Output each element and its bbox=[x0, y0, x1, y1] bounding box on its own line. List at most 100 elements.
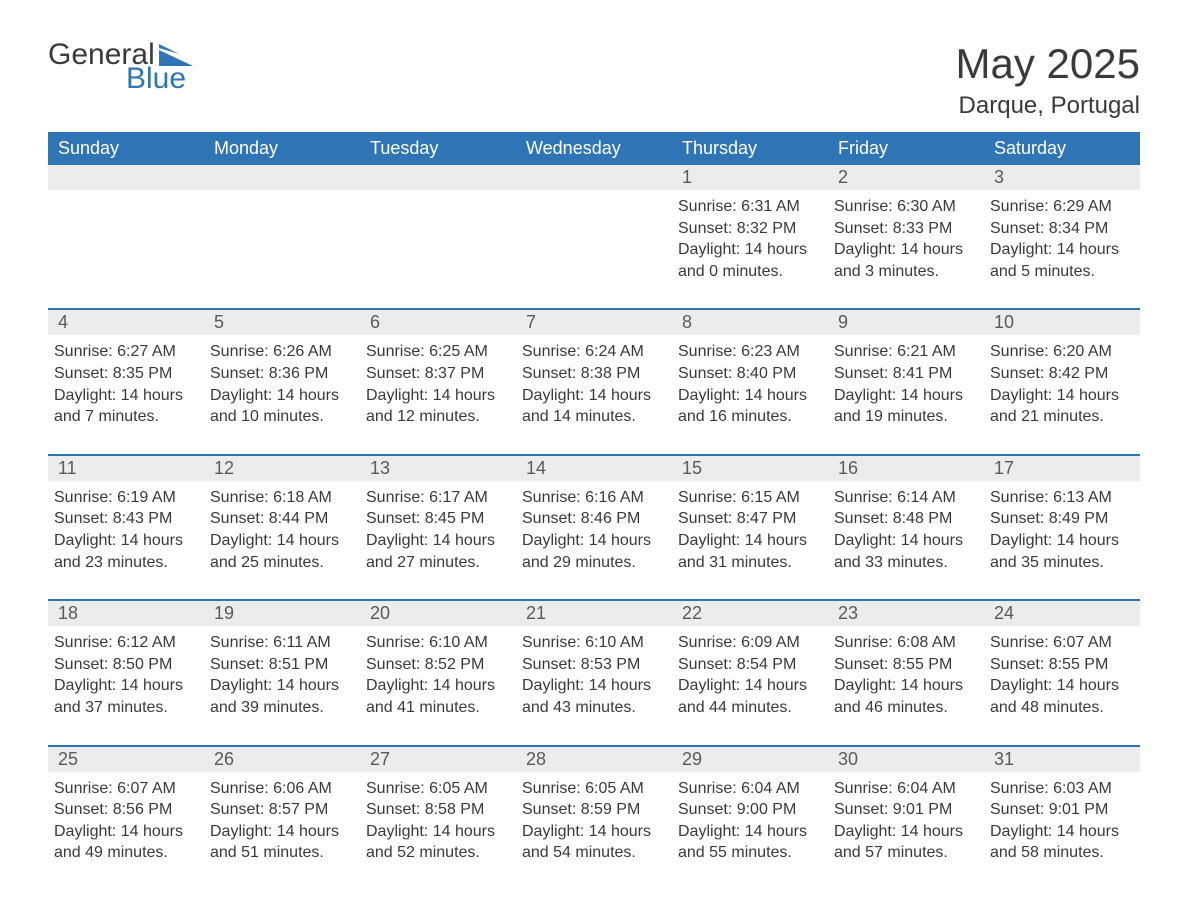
day-number: 26 bbox=[204, 747, 360, 772]
daylight-line-1: Daylight: 14 hours bbox=[834, 530, 974, 552]
sunset-line: Sunset: 8:37 PM bbox=[366, 363, 506, 385]
day-cell: Sunrise: 6:30 AMSunset: 8:33 PMDaylight:… bbox=[828, 190, 984, 286]
day-cell bbox=[516, 190, 672, 286]
sunset-line: Sunset: 8:53 PM bbox=[522, 654, 662, 676]
sunset-line: Sunset: 8:33 PM bbox=[834, 218, 974, 240]
day-cell: Sunrise: 6:07 AMSunset: 8:55 PMDaylight:… bbox=[984, 626, 1140, 722]
sunrise-line: Sunrise: 6:05 AM bbox=[366, 778, 506, 800]
logo-text-bottom: Blue bbox=[126, 64, 186, 94]
daylight-line-1: Daylight: 14 hours bbox=[54, 530, 194, 552]
day-number: 22 bbox=[672, 601, 828, 626]
sunrise-line: Sunrise: 6:29 AM bbox=[990, 196, 1130, 218]
sunset-line: Sunset: 8:41 PM bbox=[834, 363, 974, 385]
daylight-line-1: Daylight: 14 hours bbox=[366, 675, 506, 697]
sunrise-line: Sunrise: 6:07 AM bbox=[54, 778, 194, 800]
day-cell: Sunrise: 6:17 AMSunset: 8:45 PMDaylight:… bbox=[360, 481, 516, 577]
day-number: 30 bbox=[828, 747, 984, 772]
sunset-line: Sunset: 8:59 PM bbox=[522, 799, 662, 821]
day-number: 16 bbox=[828, 456, 984, 481]
day-number: 5 bbox=[204, 310, 360, 335]
day-cell: Sunrise: 6:29 AMSunset: 8:34 PMDaylight:… bbox=[984, 190, 1140, 286]
day-number: 8 bbox=[672, 310, 828, 335]
daylight-line-2: and 37 minutes. bbox=[54, 697, 194, 719]
daylight-line-1: Daylight: 14 hours bbox=[366, 530, 506, 552]
day-number bbox=[516, 165, 672, 190]
day-cell: Sunrise: 6:11 AMSunset: 8:51 PMDaylight:… bbox=[204, 626, 360, 722]
daycontent-row: Sunrise: 6:19 AMSunset: 8:43 PMDaylight:… bbox=[48, 481, 1140, 577]
page-title: May 2025 bbox=[956, 40, 1140, 88]
daylight-line-2: and 31 minutes. bbox=[678, 552, 818, 574]
daylight-line-1: Daylight: 14 hours bbox=[210, 530, 350, 552]
daylight-line-2: and 44 minutes. bbox=[678, 697, 818, 719]
weekday-header: Friday bbox=[828, 132, 984, 165]
day-number: 27 bbox=[360, 747, 516, 772]
day-cell: Sunrise: 6:19 AMSunset: 8:43 PMDaylight:… bbox=[48, 481, 204, 577]
day-number: 4 bbox=[48, 310, 204, 335]
sunset-line: Sunset: 8:46 PM bbox=[522, 508, 662, 530]
daylight-line-1: Daylight: 14 hours bbox=[366, 821, 506, 843]
daylight-line-2: and 25 minutes. bbox=[210, 552, 350, 574]
sunset-line: Sunset: 8:32 PM bbox=[678, 218, 818, 240]
daylight-line-2: and 5 minutes. bbox=[990, 261, 1130, 283]
day-cell bbox=[48, 190, 204, 286]
sunrise-line: Sunrise: 6:17 AM bbox=[366, 487, 506, 509]
daylight-line-1: Daylight: 14 hours bbox=[54, 821, 194, 843]
daylight-line-1: Daylight: 14 hours bbox=[834, 821, 974, 843]
sunset-line: Sunset: 8:34 PM bbox=[990, 218, 1130, 240]
daylight-line-2: and 54 minutes. bbox=[522, 842, 662, 864]
day-cell: Sunrise: 6:03 AMSunset: 9:01 PMDaylight:… bbox=[984, 772, 1140, 868]
daylight-line-2: and 49 minutes. bbox=[54, 842, 194, 864]
calendar-week: 11121314151617Sunrise: 6:19 AMSunset: 8:… bbox=[48, 454, 1140, 577]
day-number: 2 bbox=[828, 165, 984, 190]
day-cell: Sunrise: 6:25 AMSunset: 8:37 PMDaylight:… bbox=[360, 335, 516, 431]
sunrise-line: Sunrise: 6:25 AM bbox=[366, 341, 506, 363]
day-cell bbox=[360, 190, 516, 286]
daylight-line-1: Daylight: 14 hours bbox=[210, 385, 350, 407]
day-cell: Sunrise: 6:13 AMSunset: 8:49 PMDaylight:… bbox=[984, 481, 1140, 577]
day-number: 11 bbox=[48, 456, 204, 481]
sunrise-line: Sunrise: 6:10 AM bbox=[522, 632, 662, 654]
daylight-line-1: Daylight: 14 hours bbox=[210, 675, 350, 697]
sunrise-line: Sunrise: 6:16 AM bbox=[522, 487, 662, 509]
sunrise-line: Sunrise: 6:24 AM bbox=[522, 341, 662, 363]
daylight-line-1: Daylight: 14 hours bbox=[678, 385, 818, 407]
daylight-line-1: Daylight: 14 hours bbox=[834, 675, 974, 697]
sunset-line: Sunset: 9:01 PM bbox=[834, 799, 974, 821]
title-block: May 2025 Darque, Portugal bbox=[956, 40, 1140, 120]
sunrise-line: Sunrise: 6:30 AM bbox=[834, 196, 974, 218]
weekday-header: Wednesday bbox=[516, 132, 672, 165]
daylight-line-2: and 43 minutes. bbox=[522, 697, 662, 719]
day-cell: Sunrise: 6:06 AMSunset: 8:57 PMDaylight:… bbox=[204, 772, 360, 868]
day-cell: Sunrise: 6:05 AMSunset: 8:59 PMDaylight:… bbox=[516, 772, 672, 868]
daycontent-row: Sunrise: 6:07 AMSunset: 8:56 PMDaylight:… bbox=[48, 772, 1140, 868]
day-cell: Sunrise: 6:27 AMSunset: 8:35 PMDaylight:… bbox=[48, 335, 204, 431]
daycontent-row: Sunrise: 6:12 AMSunset: 8:50 PMDaylight:… bbox=[48, 626, 1140, 722]
day-cell: Sunrise: 6:08 AMSunset: 8:55 PMDaylight:… bbox=[828, 626, 984, 722]
weekday-header: Tuesday bbox=[360, 132, 516, 165]
day-cell: Sunrise: 6:05 AMSunset: 8:58 PMDaylight:… bbox=[360, 772, 516, 868]
day-number bbox=[360, 165, 516, 190]
daylight-line-1: Daylight: 14 hours bbox=[678, 675, 818, 697]
sunset-line: Sunset: 8:52 PM bbox=[366, 654, 506, 676]
day-cell bbox=[204, 190, 360, 286]
daylight-line-2: and 48 minutes. bbox=[990, 697, 1130, 719]
day-cell: Sunrise: 6:15 AMSunset: 8:47 PMDaylight:… bbox=[672, 481, 828, 577]
sunset-line: Sunset: 8:48 PM bbox=[834, 508, 974, 530]
sunrise-line: Sunrise: 6:18 AM bbox=[210, 487, 350, 509]
day-number: 15 bbox=[672, 456, 828, 481]
day-number: 6 bbox=[360, 310, 516, 335]
sunrise-line: Sunrise: 6:04 AM bbox=[834, 778, 974, 800]
daylight-line-1: Daylight: 14 hours bbox=[990, 821, 1130, 843]
logo: General Blue bbox=[48, 40, 193, 94]
daylight-line-2: and 33 minutes. bbox=[834, 552, 974, 574]
day-number: 23 bbox=[828, 601, 984, 626]
daylight-line-2: and 58 minutes. bbox=[990, 842, 1130, 864]
sunset-line: Sunset: 8:57 PM bbox=[210, 799, 350, 821]
daylight-line-1: Daylight: 14 hours bbox=[990, 675, 1130, 697]
day-number bbox=[204, 165, 360, 190]
calendar-week: 25262728293031Sunrise: 6:07 AMSunset: 8:… bbox=[48, 745, 1140, 868]
sunset-line: Sunset: 8:56 PM bbox=[54, 799, 194, 821]
sunrise-line: Sunrise: 6:13 AM bbox=[990, 487, 1130, 509]
daylight-line-2: and 55 minutes. bbox=[678, 842, 818, 864]
sunrise-line: Sunrise: 6:09 AM bbox=[678, 632, 818, 654]
